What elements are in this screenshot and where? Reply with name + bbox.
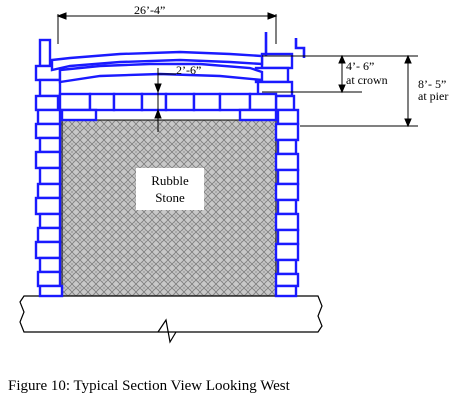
crown-height-label: 4’- 6”: [346, 59, 374, 73]
span-dimension: [56, 12, 278, 44]
figure-caption: Figure 10: Typical Section View Looking …: [8, 378, 290, 394]
deck-thickness-dimension: [154, 68, 176, 132]
foundation-slab: [19, 295, 323, 333]
left-wall: [34, 38, 64, 298]
deck-crown: [50, 50, 264, 84]
rubble-stone-label: Rubble Stone: [136, 168, 204, 210]
break-line: [157, 318, 177, 344]
span-label: 26’-4”: [134, 3, 165, 17]
crown-note-label: at crown: [346, 73, 388, 87]
pier-height-dimension: [300, 54, 418, 128]
pier-note-label: at pier: [418, 89, 448, 103]
deck-thickness-label: 2’-6”: [176, 63, 201, 77]
pier-height-label: 8’- 5”: [418, 77, 446, 91]
rubble-label-line2: Stone: [155, 190, 185, 205]
rubble-label-line1: Rubble: [151, 173, 189, 188]
parapet-posts: [264, 32, 306, 58]
crown-height-dimension: [262, 54, 362, 94]
right-wall: [254, 52, 300, 298]
deck-stones: [58, 92, 278, 122]
